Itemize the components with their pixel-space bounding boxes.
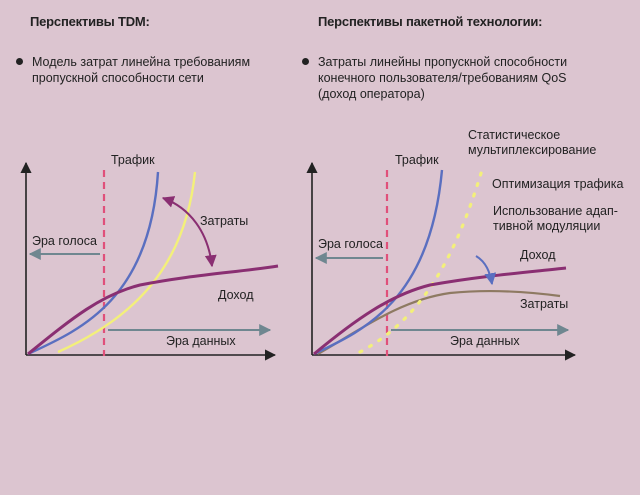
right-label-adaptive-modulation-line: Использование адап- (493, 204, 618, 218)
left-bullet-line: пропускной способности сети (32, 71, 204, 85)
right-label-adaptive-modulation-line: тивной модуляции (493, 219, 601, 233)
right-traffic-curve (313, 169, 444, 356)
left-label-revenue: Доход (218, 288, 254, 302)
right-label-traffic: Трафик (395, 153, 439, 167)
right-label-revenue: Доход (520, 248, 556, 262)
bullet-dot-icon (302, 58, 309, 65)
right-label-voice-era: Эра голоса (318, 237, 383, 251)
left-label-voice-era: Эра голоса (32, 234, 97, 248)
right-bullet: Затраты линейны пропускной способности к… (302, 54, 568, 102)
left-traffic-curve (27, 171, 160, 356)
left-costs-curve (57, 171, 197, 354)
right-bullet-line: Затраты линейны пропускной способности (318, 55, 568, 69)
right-label-stat-mux-line: мультиплексирование (468, 143, 597, 157)
left-diagram (20, 161, 279, 361)
right-traffic-optimization-curve (358, 168, 484, 354)
right-label-costs: Затраты (520, 297, 569, 311)
right-label-adaptive-modulation: Использование адап- тивной модуляции (493, 204, 618, 234)
left-bullet: Модель затрат линейна требованиям пропус… (16, 54, 251, 86)
right-label-stat-mux-line: Статистическое (468, 128, 561, 142)
left-label-data-era: Эра данных (166, 334, 236, 348)
right-diagram (306, 161, 577, 361)
right-revenue-curve (313, 266, 567, 356)
right-improvement-pointer-arrow (475, 255, 497, 286)
left-costs-pointer-arrow (161, 196, 217, 268)
right-label-stat-mux: Статистическое мультиплексирование (468, 128, 596, 158)
left-label-traffic: Трафик (111, 153, 155, 167)
left-panel-title: Перспективы TDM: (30, 14, 150, 29)
left-revenue-curve (27, 264, 279, 356)
right-bullet-line: (доход оператора) (318, 87, 425, 101)
right-bullet-line: конечного пользователя/требованиям QoS (318, 71, 567, 85)
right-label-traffic-optimization: Оптимизация трафика (492, 177, 624, 191)
left-bullet-line: Модель затрат линейна требованиям (32, 55, 251, 69)
left-label-costs: Затраты (200, 214, 249, 228)
bullet-dot-icon (16, 58, 23, 65)
right-label-data-era: Эра данных (450, 334, 520, 348)
right-panel-title: Перспективы пакетной технологии: (318, 14, 543, 29)
